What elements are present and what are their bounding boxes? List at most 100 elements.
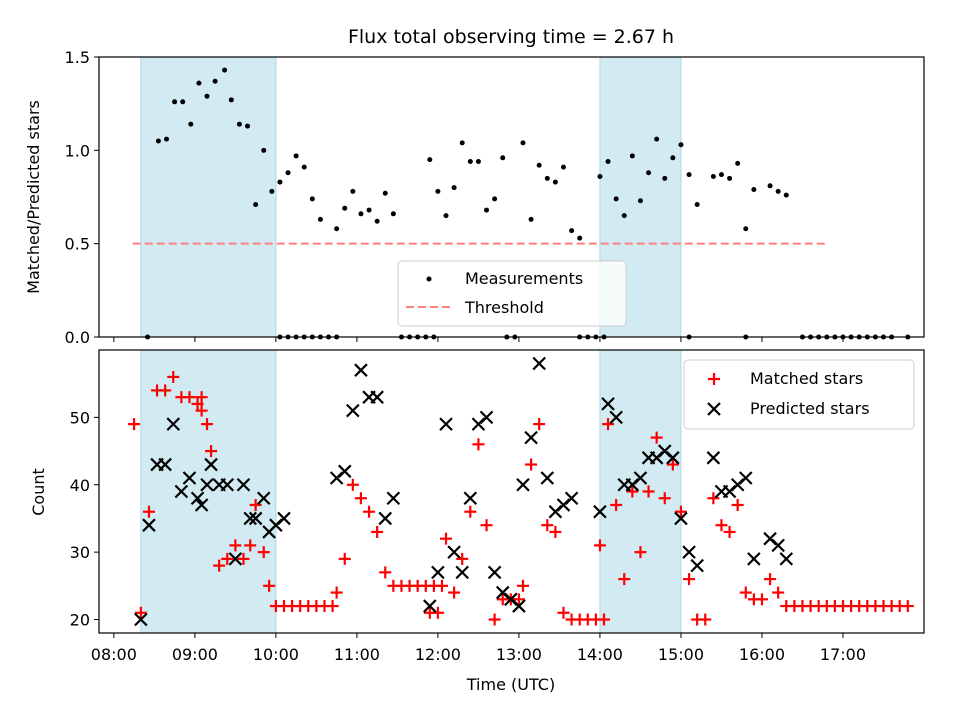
matched-point <box>229 539 242 552</box>
measurement-point <box>727 175 733 181</box>
y-tick-label: 40 <box>70 476 90 495</box>
predicted-point <box>182 471 197 485</box>
matched-point <box>602 418 615 431</box>
x-tick-label: 10:00 <box>253 645 299 664</box>
bot-shades-band-1 <box>599 349 682 634</box>
predicted-point <box>204 457 218 472</box>
bottom-axes-frame <box>98 349 925 634</box>
predicted-point <box>370 390 384 404</box>
matched-point <box>731 498 744 511</box>
top-x-ticks <box>113 337 844 342</box>
measurement-point <box>180 99 186 105</box>
predicted-point <box>134 612 148 627</box>
measurement-point <box>196 80 202 86</box>
x-axis-label: Time (UTC) <box>466 675 555 694</box>
measurement-point <box>390 211 396 217</box>
predicted-point <box>248 511 263 526</box>
matched-point <box>557 606 570 619</box>
matched-point <box>618 573 631 586</box>
bottom-y-axis-label: Count <box>29 468 48 516</box>
measurement-point <box>613 196 619 202</box>
y-tick-label: 20 <box>70 611 90 630</box>
measurement-point <box>735 160 741 166</box>
measurement-point <box>269 188 275 194</box>
measurement-point <box>293 153 299 159</box>
measurement-point <box>317 216 323 222</box>
matched-points <box>128 370 914 626</box>
measurement-point <box>155 138 161 144</box>
matched-point <box>597 613 610 626</box>
measurement-point <box>560 164 566 170</box>
measurement-point <box>188 121 194 127</box>
measurement-point <box>751 187 757 193</box>
predicted-point <box>690 558 704 573</box>
bottom-y-ticks: 20 30 40 50 <box>70 408 99 630</box>
matched-point <box>354 492 367 505</box>
top-y-axis-label: Matched/Predicted stars <box>24 100 43 294</box>
predicted-point <box>277 511 291 526</box>
measurement-point <box>528 216 534 222</box>
matched-point <box>205 445 218 458</box>
y-tick-label: 1.5 <box>65 48 90 67</box>
predicted-point <box>190 491 205 506</box>
x-tick-label: 08:00 <box>91 645 137 664</box>
matched-point <box>516 579 529 592</box>
measurement-point <box>467 159 473 165</box>
predicted-point <box>674 511 688 526</box>
measurement-point <box>718 172 724 178</box>
matched-point <box>371 525 384 538</box>
predicted-point <box>174 484 189 499</box>
measurement-point <box>686 172 692 178</box>
measurement-point <box>637 198 643 204</box>
predicted-point <box>747 552 761 566</box>
measurement-point <box>597 173 603 179</box>
measurement-point <box>621 213 627 219</box>
matched-point <box>658 492 671 505</box>
top-y-ticks: 0.0 0.5 1.0 1.5 <box>65 48 99 347</box>
predicted-point <box>236 477 251 492</box>
predicted-point <box>564 491 579 506</box>
matched-point <box>257 546 270 559</box>
measurement-point <box>767 183 773 189</box>
matched-point <box>488 613 501 626</box>
measurement-point <box>775 188 781 194</box>
top-shades-band-0 <box>140 56 277 338</box>
measurement-point <box>164 136 170 142</box>
predicted-point <box>142 518 156 532</box>
x-tick-label: 14:00 <box>577 645 623 664</box>
predicted-point <box>194 498 209 512</box>
predicted-point <box>439 417 453 431</box>
matched-point <box>183 391 196 404</box>
matched-point <box>263 579 276 592</box>
matched-point <box>723 525 736 538</box>
measurement-point <box>358 211 364 217</box>
matched-point <box>699 613 712 626</box>
measurement-point <box>500 155 506 161</box>
legend-predicted-label: Predicted stars <box>750 399 870 418</box>
measurement-point <box>694 201 700 207</box>
predicted-point <box>423 599 437 613</box>
measurement-point <box>459 140 465 146</box>
measurement-point <box>236 121 242 127</box>
predicted-point <box>524 430 538 445</box>
measurement-point <box>783 192 789 198</box>
matched-point <box>142 505 155 518</box>
matched-point <box>666 458 679 471</box>
measurement-point <box>204 93 210 99</box>
predicted-points <box>134 356 794 627</box>
measurement-point <box>350 188 356 194</box>
predicted-point <box>516 477 530 492</box>
predicted-point <box>431 565 445 580</box>
predicted-point <box>463 491 478 506</box>
matched-point <box>610 498 623 511</box>
matched-point <box>167 370 180 383</box>
matched-point <box>456 552 469 565</box>
predicted-point <box>601 397 615 411</box>
bottom-legend: Matched stars Predicted stars <box>683 359 915 430</box>
matched-point <box>464 505 477 518</box>
matched-point <box>134 606 147 619</box>
matched-point <box>128 418 141 431</box>
measurement-point <box>654 136 660 142</box>
x-tick-label: 11:00 <box>334 645 380 664</box>
